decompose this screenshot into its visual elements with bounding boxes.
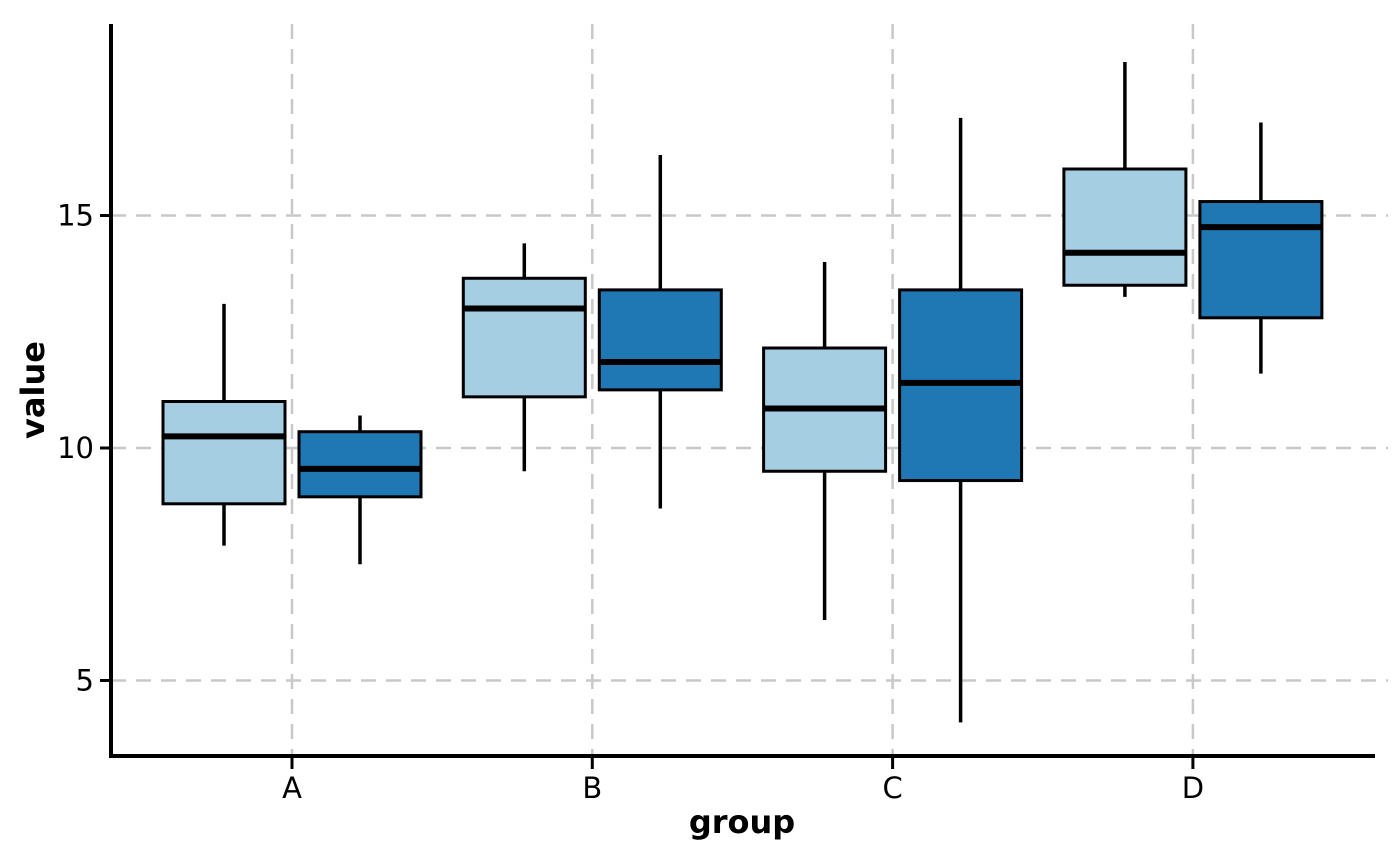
x-tick-label: A (282, 771, 302, 805)
box-group-A-light-blue (161, 303, 287, 546)
x-tick-label: D (1182, 771, 1204, 805)
box-B-light-blue (461, 276, 587, 399)
box-group-D-light-blue (1062, 62, 1188, 297)
y-tick-label: 15 (57, 199, 94, 233)
box-A-dark-blue (297, 430, 423, 499)
x-tick-label: C (882, 771, 902, 805)
y-axis-label: value (14, 341, 52, 439)
box-group-B-light-blue (461, 243, 587, 472)
box-D-dark-blue (1198, 200, 1324, 320)
x-axis-label: group (689, 803, 795, 841)
y-tick-label: 10 (57, 431, 94, 465)
box-D-light-blue (1062, 167, 1188, 287)
box-layer (161, 62, 1324, 723)
box-group-C-dark-blue (898, 117, 1024, 723)
x-tick-label: B (582, 771, 602, 805)
y-tick-label: 5 (76, 664, 94, 698)
box-group-A-dark-blue (297, 415, 423, 565)
box-A-light-blue (161, 400, 287, 506)
box-group-B-dark-blue (597, 155, 723, 509)
box-group-D-dark-blue (1198, 122, 1324, 374)
axis-layer: 5 10 15 A B C D (57, 24, 1375, 805)
box-B-dark-blue (597, 288, 723, 392)
box-group-C-light-blue (762, 262, 888, 621)
grid-layer (111, 24, 1388, 756)
